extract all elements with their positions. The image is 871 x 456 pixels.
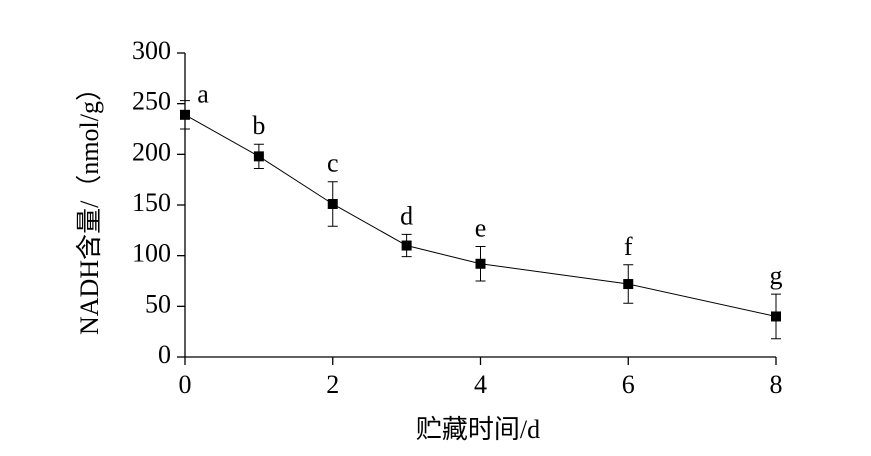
y-tick-label: 300 [132, 36, 171, 65]
y-tick-label: 250 [132, 87, 171, 116]
point-label: b [252, 111, 265, 140]
y-tick-label: 150 [132, 188, 171, 217]
y-axis-label: NADH含量/（nmol/g） [75, 75, 104, 335]
point-label: c [327, 149, 339, 178]
point [327, 198, 338, 209]
point-label: g [770, 261, 783, 290]
point-label: d [400, 201, 413, 230]
point [253, 151, 264, 162]
x-tick-label: 8 [770, 370, 783, 399]
y-tick-label: 100 [132, 239, 171, 268]
x-tick-label: 0 [179, 370, 192, 399]
point-label: a [197, 80, 209, 109]
point-label: e [475, 214, 487, 243]
x-axis-label: 贮藏时间/d [416, 415, 540, 444]
y-tick-label: 50 [145, 289, 171, 318]
point [771, 311, 781, 322]
x-tick-label: 4 [474, 370, 487, 399]
point [180, 109, 190, 120]
y-tick-label: 0 [158, 340, 171, 369]
point [475, 258, 486, 269]
point-label: f [624, 232, 633, 261]
x-tick-label: 2 [326, 370, 339, 399]
point [401, 240, 412, 251]
y-tick-label: 200 [132, 137, 171, 166]
x-tick-label: 6 [622, 370, 635, 399]
point [623, 279, 634, 290]
